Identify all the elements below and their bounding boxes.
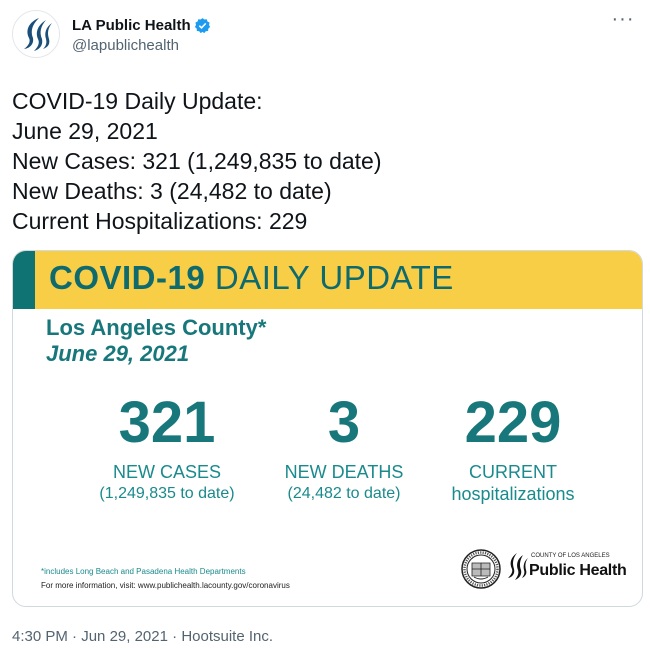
stat-sub: (1,249,835 to date) bbox=[99, 485, 235, 502]
stat-hospitalizations: 229 CURRENT hospitalizations bbox=[438, 391, 588, 505]
tweet-text: COVID-19 Daily Update: June 29, 2021 New… bbox=[12, 86, 638, 236]
tweet-time[interactable]: 4:30 PM bbox=[12, 628, 68, 645]
avatar[interactable] bbox=[12, 10, 60, 58]
banner-accent bbox=[13, 251, 35, 309]
stat-number: 3 bbox=[327, 390, 361, 455]
tweet-line: COVID-19 Daily Update: bbox=[12, 88, 263, 114]
tweet-line: June 29, 2021 bbox=[12, 118, 158, 144]
logo-public-health-text: Public Health bbox=[529, 562, 627, 579]
account-names: LA Public Health @lapublichealth bbox=[72, 15, 211, 54]
tweet-header: LA Public Health @lapublichealth ··· bbox=[12, 8, 638, 66]
more-dots-icon[interactable]: ··· bbox=[611, 8, 635, 30]
stat-new-deaths: 3 NEW DEATHS (24,482 to date) bbox=[269, 391, 419, 505]
separator-dot: · bbox=[72, 628, 78, 645]
more-info-text: For more information, visit: www.publich… bbox=[41, 581, 290, 590]
separator-dot: · bbox=[172, 628, 178, 645]
display-name[interactable]: LA Public Health bbox=[72, 16, 191, 34]
tweet-source[interactable]: Hootsuite Inc. bbox=[181, 628, 274, 645]
tweet-image-card[interactable]: COVID-19 DAILY UPDATE Los Angeles County… bbox=[12, 250, 643, 607]
banner-title: COVID-19 DAILY UPDATE bbox=[49, 259, 454, 297]
banner-title-bold: COVID-19 bbox=[49, 259, 206, 296]
update-banner: COVID-19 DAILY UPDATE bbox=[13, 251, 642, 309]
stat-label: NEW CASES bbox=[112, 462, 222, 482]
stat-label: CURRENT bbox=[469, 462, 557, 482]
stat-number: 229 bbox=[464, 390, 562, 455]
tweet-line: Current Hospitalizations: 229 bbox=[12, 208, 308, 234]
county-name: Los Angeles County* bbox=[46, 315, 267, 340]
tweet-line: New Deaths: 3 (24,482 to date) bbox=[12, 178, 332, 204]
public-health-logo-icon bbox=[508, 553, 528, 580]
verified-badge-icon bbox=[194, 17, 210, 33]
tweet-timestamp: 4:30 PM · Jun 29, 2021 · Hootsuite Inc. bbox=[12, 628, 273, 645]
stat-label: NEW DEATHS bbox=[284, 462, 404, 482]
tweet-date[interactable]: Jun 29, 2021 bbox=[81, 628, 168, 645]
la-public-health-logo-icon bbox=[24, 18, 52, 51]
update-date: June 29, 2021 bbox=[46, 341, 190, 366]
county-seal-icon bbox=[461, 549, 501, 589]
tweet-line: New Cases: 321 (1,249,835 to date) bbox=[12, 148, 382, 174]
stat-sub: (24,482 to date) bbox=[287, 485, 401, 502]
display-name-row: LA Public Health bbox=[72, 15, 211, 35]
stat-new-cases: 321 NEW CASES (1,249,835 to date) bbox=[67, 391, 267, 505]
logo-county-text: COUNTY OF LOS ANGELES bbox=[531, 553, 610, 559]
footnote: *includes Long Beach and Pasadena Health… bbox=[41, 567, 246, 576]
account-handle[interactable]: @lapublichealth bbox=[72, 37, 179, 54]
stat-number: 321 bbox=[118, 390, 216, 455]
stat-sub: hospitalizations bbox=[451, 484, 575, 504]
banner-title-rest: DAILY UPDATE bbox=[214, 259, 454, 296]
